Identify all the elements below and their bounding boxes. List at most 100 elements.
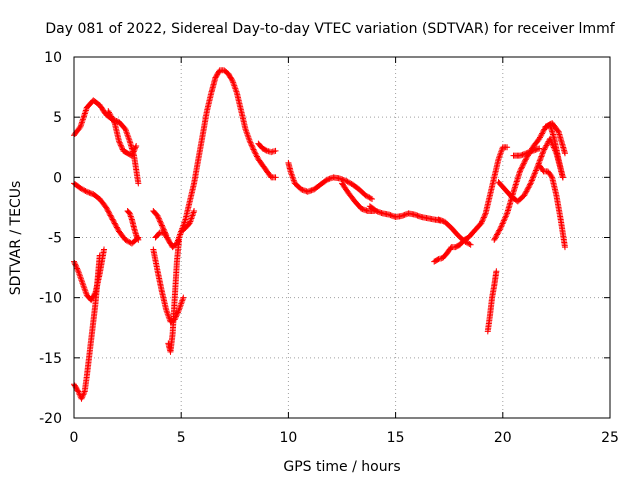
data-point bbox=[559, 174, 566, 181]
data-point bbox=[503, 211, 510, 218]
data-point bbox=[105, 108, 112, 115]
data-point bbox=[118, 143, 125, 150]
series-arc-10 bbox=[150, 208, 170, 239]
data-point bbox=[496, 226, 503, 233]
y-tick-label: 10 bbox=[44, 50, 62, 66]
data-point bbox=[130, 149, 137, 156]
data-point bbox=[518, 165, 525, 172]
data-point bbox=[501, 216, 508, 223]
data-point bbox=[272, 147, 279, 154]
data-point bbox=[79, 394, 86, 401]
data-point bbox=[96, 252, 103, 259]
data-point bbox=[434, 256, 441, 263]
data-point bbox=[561, 244, 568, 251]
data-point bbox=[538, 153, 545, 160]
data-point bbox=[74, 266, 81, 273]
data-point bbox=[112, 221, 119, 228]
data-point bbox=[125, 238, 132, 245]
data-point bbox=[154, 212, 161, 219]
data-point bbox=[110, 217, 117, 224]
data-point bbox=[121, 125, 128, 132]
data-point bbox=[366, 194, 373, 201]
data-point bbox=[532, 168, 539, 175]
data-point bbox=[158, 221, 165, 228]
data-point bbox=[128, 152, 135, 159]
data-point bbox=[491, 236, 498, 243]
data-point bbox=[72, 261, 79, 268]
data-point bbox=[79, 392, 86, 399]
data-point bbox=[247, 139, 254, 146]
data-point bbox=[135, 180, 142, 187]
data-point bbox=[160, 226, 167, 233]
data-point bbox=[517, 166, 524, 173]
data-point bbox=[82, 188, 89, 195]
data-point bbox=[522, 157, 529, 164]
data-point bbox=[107, 212, 114, 219]
data-point bbox=[131, 145, 138, 152]
x-tick-label: 5 bbox=[177, 430, 186, 446]
data-point bbox=[113, 223, 120, 230]
data-point bbox=[481, 213, 488, 220]
data-point bbox=[526, 183, 533, 190]
series-arc-5 bbox=[71, 252, 103, 402]
data-point bbox=[537, 133, 544, 140]
data-point bbox=[520, 161, 527, 168]
y-tick-label: -15 bbox=[39, 351, 62, 367]
data-point bbox=[527, 180, 534, 187]
data-point bbox=[518, 164, 525, 171]
data-point bbox=[106, 209, 113, 216]
data-point bbox=[132, 144, 139, 151]
data-point bbox=[347, 180, 354, 187]
data-point bbox=[498, 223, 505, 230]
data-point bbox=[110, 117, 117, 124]
data-point bbox=[159, 223, 166, 230]
data-point bbox=[519, 163, 526, 170]
data-point bbox=[554, 127, 561, 134]
data-point bbox=[496, 227, 503, 234]
data-point bbox=[108, 114, 115, 121]
data-point bbox=[253, 153, 260, 160]
data-point bbox=[491, 235, 498, 242]
data-point bbox=[541, 146, 548, 153]
data-point bbox=[180, 294, 187, 301]
data-point bbox=[78, 185, 85, 192]
data-point bbox=[499, 220, 506, 227]
x-tick-label: 15 bbox=[387, 430, 405, 446]
y-axis-label: SDTVAR / TECUs bbox=[8, 181, 24, 296]
data-point bbox=[103, 204, 110, 211]
data-point bbox=[500, 219, 507, 226]
data-point bbox=[539, 130, 546, 137]
data-point bbox=[540, 127, 547, 134]
data-point bbox=[482, 211, 489, 218]
data-point bbox=[75, 388, 82, 395]
data-point bbox=[500, 217, 507, 224]
data-point bbox=[248, 140, 255, 147]
data-point bbox=[536, 134, 543, 141]
data-point bbox=[80, 186, 87, 193]
data-point bbox=[541, 126, 548, 133]
data-point bbox=[492, 234, 499, 241]
data-point bbox=[113, 224, 120, 231]
data-point bbox=[80, 391, 87, 398]
data-point bbox=[539, 129, 546, 136]
x-axis-label: GPS time / hours bbox=[283, 459, 400, 475]
data-point bbox=[116, 139, 123, 146]
data-point bbox=[480, 215, 487, 222]
data-point bbox=[74, 265, 81, 272]
data-point bbox=[157, 219, 164, 226]
data-point bbox=[480, 214, 487, 221]
data-point bbox=[502, 214, 509, 221]
data-point bbox=[160, 225, 167, 232]
data-point bbox=[162, 230, 169, 237]
data-point bbox=[105, 208, 112, 215]
data-point bbox=[526, 181, 533, 188]
data-point bbox=[344, 178, 351, 185]
data-point bbox=[478, 218, 485, 225]
data-point bbox=[493, 268, 500, 275]
data-point bbox=[467, 241, 474, 248]
data-point bbox=[497, 224, 504, 231]
data-point bbox=[251, 149, 258, 156]
data-point bbox=[365, 193, 372, 200]
data-point bbox=[530, 174, 537, 181]
data-point bbox=[531, 171, 538, 178]
